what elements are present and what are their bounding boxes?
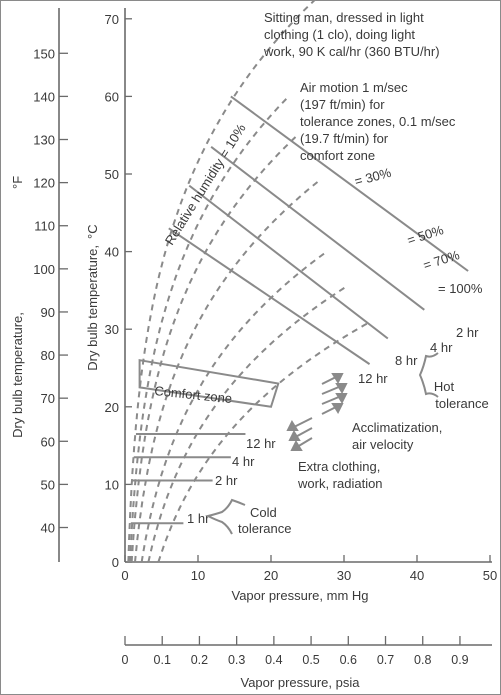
y-axis-celsius-label: Dry bulb temperature, (85, 245, 100, 371)
x-tick-label-psia-8: 0.8 (414, 653, 431, 667)
x-tick-label-psia-3: 0.3 (228, 653, 245, 667)
y-ticks-celsius: 0 10 20 30 40 50 60 70 (105, 12, 132, 570)
hot-tolerance-label-2: tolerance (435, 396, 488, 411)
y-tick-label-c-7: 70 (105, 12, 119, 27)
x-tick-label-psia-5: 0.5 (302, 653, 319, 667)
rh-curve-2 (130, 134, 299, 563)
y-tick-label-c-3: 30 (105, 322, 119, 337)
x-ticks-psia: 0 0.1 0.2 0.3 0.4 0.5 0.6 0.7 0.8 0.9 (122, 636, 469, 667)
cold-tolerance-label-2: tolerance (238, 521, 291, 536)
y-tick-label-f-11: 150 (33, 46, 55, 61)
y-tick-label-c-6: 60 (105, 89, 119, 104)
y-tick-label-f-4: 80 (41, 348, 55, 363)
rh-curve-1 (129, 95, 290, 563)
extra-clothing-label-2: work, radiation (297, 476, 383, 491)
y-tick-label-f-2: 60 (41, 434, 55, 449)
x-tick-label-psia-7: 0.7 (377, 653, 394, 667)
rh-label-100: = 100% (438, 281, 483, 296)
air-motion-line-1: Air motion 1 m/sec (300, 80, 408, 95)
y-tick-label-f-10: 140 (33, 89, 55, 104)
hot-label-8hr: 8 hr (395, 353, 418, 368)
cold-tolerance-brace (205, 498, 246, 535)
rh-curve-0 (127, 0, 317, 563)
rh-curve-5 (147, 285, 348, 563)
hot-line-0 (230, 95, 469, 272)
y-tick-label-f-1: 50 (41, 477, 55, 492)
hot-line-1 (210, 146, 425, 311)
air-motion-line-3: tolerance zones, 0.1 m/sec (300, 114, 456, 129)
conditions-line-3: work, 90 K cal/hr (360 BTU/hr) (263, 44, 440, 59)
y-axis-celsius-title: Dry bulb temperature, °C (85, 224, 100, 370)
cold-tolerance-label-1: Cold (250, 505, 277, 520)
y-tick-label-c-5: 50 (105, 167, 119, 182)
y-tick-label-f-7: 110 (34, 219, 55, 234)
x-axis-psia-label: Vapor pressure, psia (241, 675, 361, 690)
relative-humidity-curves (127, 0, 372, 563)
hot-label-4hr: 4 hr (430, 340, 453, 355)
x-ticks-mmhg: 0 10 20 30 40 50 (121, 555, 497, 583)
y-tick-label-c-4: 40 (105, 245, 119, 260)
hot-tolerance-brace (418, 352, 439, 398)
acclimatization-label-2: air velocity (352, 437, 414, 452)
x-tick-label-psia-2: 0.2 (191, 653, 208, 667)
x-tick-label-psia-4: 0.4 (265, 653, 282, 667)
conditions-annotation: Sitting man, dressed in light clothing (… (263, 10, 440, 59)
acclimatization-label-1: Acclimatization, (352, 420, 442, 435)
cold-label-12hr: 12 hr (246, 436, 276, 451)
x-tick-label-mm-4: 40 (410, 568, 424, 583)
air-motion-line-2: (197 ft/min) for (300, 97, 385, 112)
conditions-line-1: Sitting man, dressed in light (264, 10, 424, 25)
air-motion-line-5: comfort zone (300, 148, 375, 163)
extra-clothing-arrows (286, 417, 313, 451)
y-axis-celsius-unit: °C (85, 224, 100, 239)
y-tick-label-f-9: 130 (33, 133, 55, 148)
x-tick-label-mm-5: 50 (483, 568, 497, 583)
hot-tolerance-lines (168, 95, 469, 365)
y-tick-label-f-5: 90 (41, 305, 55, 320)
y-tick-label-c-2: 20 (105, 400, 119, 415)
x-tick-label-mm-3: 30 (337, 568, 351, 583)
extra-clothing-label-1: Extra clothing, (298, 459, 380, 474)
hot-line-2 (188, 184, 389, 340)
y-axis-fahrenheit-unit: °F (10, 176, 25, 189)
cold-label-4hr: 4 hr (232, 454, 255, 469)
y-tick-label-c-1: 10 (105, 477, 119, 492)
y-tick-label-c-0: 0 (112, 555, 119, 570)
x-tick-label-psia-9: 0.9 (451, 653, 468, 667)
air-motion-annotation: Air motion 1 m/sec (197 ft/min) for tole… (300, 80, 456, 163)
x-tick-label-psia-0: 0 (122, 653, 129, 667)
hot-line-3 (168, 227, 371, 365)
comfort-zone-polygon (138, 359, 280, 408)
x-tick-label-mm-0: 0 (121, 568, 128, 583)
cold-label-2hr: 2 hr (215, 473, 238, 488)
x-tick-label-mm-1: 10 (191, 568, 205, 583)
y-axis-fahrenheit-title: Dry bulb temperature, °F (10, 176, 25, 438)
air-motion-line-4: (19.7 ft/min) for (300, 131, 389, 146)
x-tick-label-psia-6: 0.6 (340, 653, 357, 667)
acclimatization-arrows (321, 373, 348, 415)
x-tick-label-psia-1: 0.1 (154, 653, 171, 667)
rh-curve-6 (157, 320, 372, 563)
cold-label-1hr: 1 hr (187, 511, 210, 526)
y-ticks-fahrenheit: 40 50 60 70 80 90 100 110 120 130 140 150 (33, 46, 68, 536)
y-tick-label-f-3: 70 (41, 391, 55, 406)
conditions-line-2: clothing (1 clo), doing light (264, 27, 415, 42)
cold-tolerance-lines (130, 432, 246, 525)
x-axis-mmhg-label: Vapor pressure, mm Hg (231, 588, 368, 603)
y-tick-label-f-8: 120 (33, 176, 55, 191)
y-tick-label-f-0: 40 (41, 521, 55, 536)
hot-tolerance-label-1: Hot (434, 379, 455, 394)
y-tick-label-f-6: 100 (33, 262, 55, 277)
y-axis-fahrenheit-label: Dry bulb temperature, (10, 312, 25, 438)
hot-label-2hr: 2 hr (456, 325, 479, 340)
rh-curve-3 (134, 181, 319, 563)
hot-label-12hr: 12 hr (358, 371, 388, 386)
x-tick-label-mm-2: 20 (264, 568, 278, 583)
